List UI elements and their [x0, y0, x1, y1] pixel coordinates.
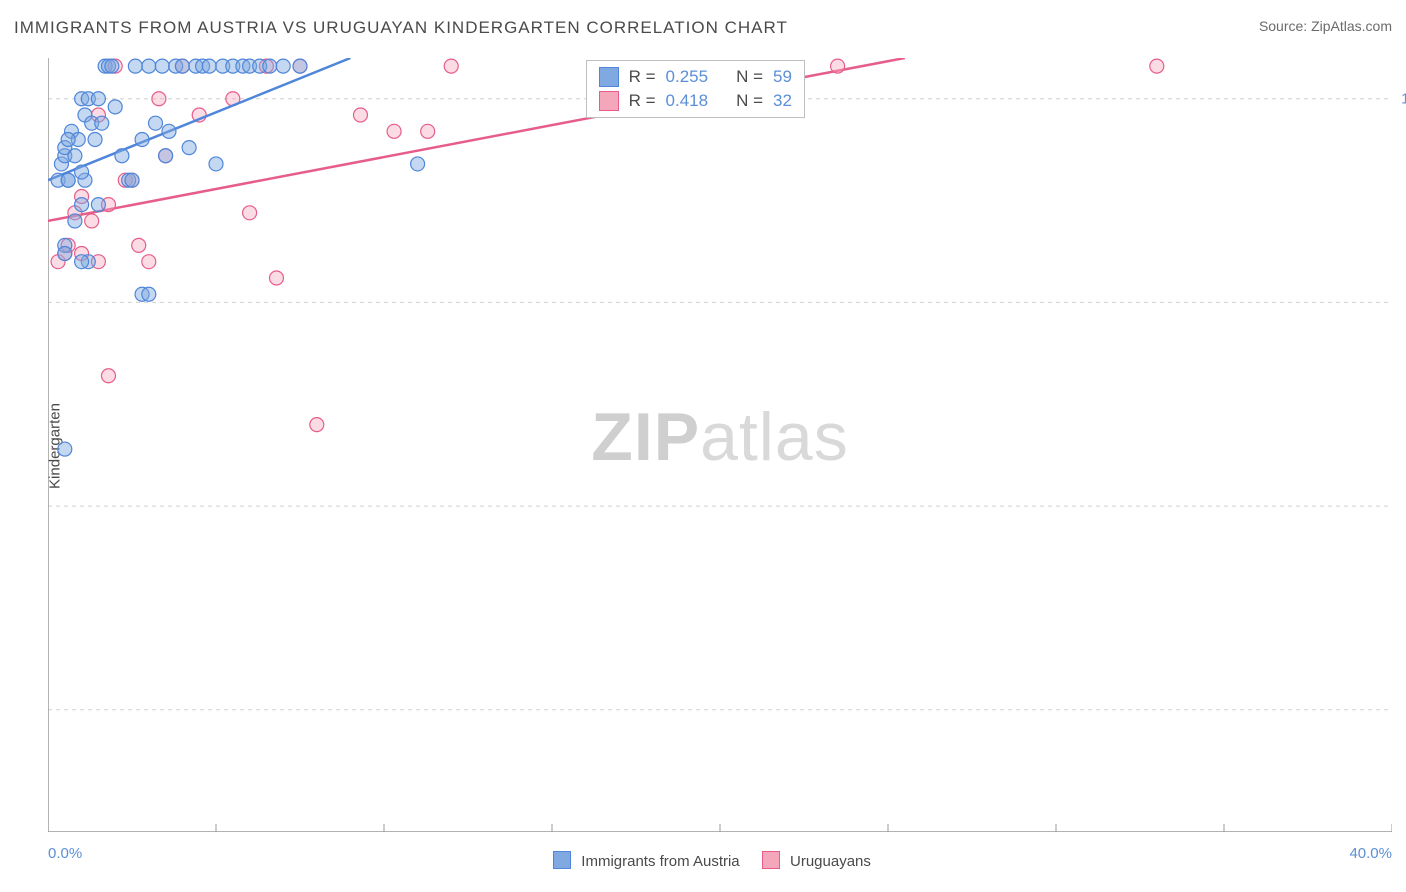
n-prefix: N = [736, 67, 763, 87]
plot-area: ZIPatlas R = 0.255 N = 59 R = 0.418 N = … [48, 58, 1392, 832]
x-tick-min: 0.0% [48, 845, 82, 862]
legend-swatch-austria-icon [553, 851, 571, 869]
r-value-uruguay: 0.418 [666, 91, 709, 111]
corr-row-uruguay: R = 0.418 N = 32 [599, 89, 792, 113]
swatch-uruguay-icon [599, 91, 619, 111]
scatter-svg [48, 58, 1392, 832]
correlation-legend-box: R = 0.255 N = 59 R = 0.418 N = 32 [586, 60, 805, 118]
r-value-austria: 0.255 [666, 67, 709, 87]
swatch-austria-icon [599, 67, 619, 87]
legend-bottom: Immigrants from Austria Uruguayans [0, 851, 1406, 870]
n-value-uruguay: 32 [773, 91, 792, 111]
legend-label-austria: Immigrants from Austria [581, 853, 739, 870]
r-prefix: R = [629, 91, 656, 111]
corr-row-austria: R = 0.255 N = 59 [599, 65, 792, 89]
r-prefix: R = [629, 67, 656, 87]
y-tick-label: 100.0% [1401, 90, 1406, 107]
legend-swatch-uruguay-icon [762, 851, 780, 869]
n-prefix: N = [736, 91, 763, 111]
chart-title: IMMIGRANTS FROM AUSTRIA VS URUGUAYAN KIN… [14, 18, 788, 37]
legend-label-uruguay: Uruguayans [790, 853, 871, 870]
source-label: Source: ZipAtlas.com [1259, 18, 1392, 34]
n-value-austria: 59 [773, 67, 792, 87]
x-tick-max: 40.0% [1349, 845, 1392, 862]
